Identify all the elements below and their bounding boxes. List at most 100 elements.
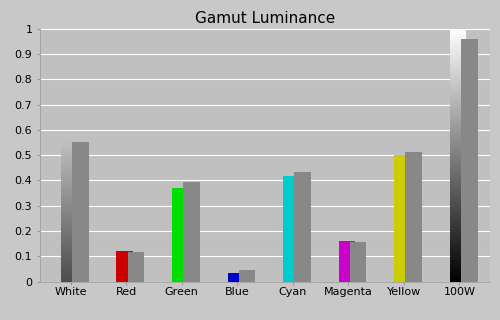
Bar — [450, 275, 466, 276]
Bar — [450, 64, 466, 66]
Bar — [450, 178, 466, 179]
Bar — [61, 189, 78, 191]
Bar — [450, 48, 466, 49]
Bar — [338, 241, 355, 282]
Bar — [450, 29, 466, 30]
Bar — [450, 45, 466, 46]
Bar — [450, 86, 466, 87]
Bar — [450, 144, 466, 145]
Bar — [450, 220, 466, 221]
Bar — [61, 217, 78, 219]
Bar — [450, 136, 466, 138]
Bar — [61, 178, 78, 180]
Bar — [61, 240, 78, 241]
Bar — [450, 199, 466, 201]
Bar — [61, 142, 78, 143]
Bar — [450, 274, 466, 275]
Bar — [450, 217, 466, 218]
Bar — [61, 241, 78, 243]
Bar — [450, 43, 466, 44]
Bar — [450, 173, 466, 174]
Bar — [450, 138, 466, 139]
Bar — [61, 152, 78, 153]
Bar — [450, 110, 466, 111]
Bar — [61, 180, 78, 181]
Bar — [450, 76, 466, 77]
Bar — [61, 160, 78, 161]
Bar — [61, 213, 78, 214]
Bar — [183, 182, 200, 282]
Bar — [450, 227, 466, 228]
Bar — [450, 87, 466, 88]
Bar — [450, 81, 466, 82]
Bar — [61, 216, 78, 217]
Bar — [450, 40, 466, 42]
Bar — [61, 255, 78, 256]
Bar — [450, 156, 466, 158]
Bar — [61, 236, 78, 237]
Bar — [450, 79, 466, 81]
Bar — [450, 72, 466, 73]
Bar — [450, 158, 466, 159]
Bar — [450, 94, 466, 96]
Bar — [61, 167, 78, 168]
Bar — [61, 199, 78, 201]
Bar — [61, 243, 78, 244]
Bar — [61, 270, 78, 272]
Bar — [450, 102, 466, 103]
Bar — [61, 194, 78, 195]
Bar — [61, 209, 78, 210]
Bar — [450, 165, 466, 167]
Bar — [450, 213, 466, 215]
Bar — [450, 42, 466, 43]
Bar — [450, 271, 466, 273]
Bar — [406, 152, 422, 282]
Bar — [450, 174, 466, 175]
Bar — [450, 241, 466, 243]
Bar — [61, 210, 78, 212]
Bar — [450, 108, 466, 110]
Bar — [61, 227, 78, 228]
Bar — [450, 139, 466, 140]
Bar — [61, 212, 78, 213]
Bar — [61, 238, 78, 240]
Bar — [61, 203, 78, 205]
Bar — [450, 188, 466, 189]
Bar — [61, 230, 78, 231]
Bar — [450, 198, 466, 199]
Bar — [450, 230, 466, 231]
Bar — [61, 181, 78, 182]
Bar — [61, 165, 78, 167]
Bar — [450, 126, 466, 127]
Bar — [61, 244, 78, 245]
Bar — [61, 273, 78, 275]
Bar — [61, 163, 78, 164]
Bar — [450, 268, 466, 269]
Bar — [450, 164, 466, 165]
Bar — [61, 254, 78, 255]
Bar — [61, 275, 78, 276]
Bar — [450, 244, 466, 245]
Title: Gamut Luminance: Gamut Luminance — [195, 11, 335, 26]
Bar — [450, 167, 466, 168]
Bar — [450, 111, 466, 112]
Bar — [61, 256, 78, 258]
Bar — [61, 277, 78, 279]
Bar — [238, 270, 256, 282]
Bar — [61, 182, 78, 184]
Bar — [61, 245, 78, 247]
Bar — [61, 263, 78, 265]
Bar — [450, 146, 466, 148]
Bar — [450, 267, 466, 268]
Bar — [283, 176, 300, 282]
Bar — [450, 223, 466, 225]
Bar — [61, 266, 78, 268]
Bar — [450, 179, 466, 180]
Bar — [61, 198, 78, 199]
Bar — [61, 146, 78, 148]
Bar — [450, 155, 466, 156]
Bar — [61, 259, 78, 260]
Bar — [450, 194, 466, 196]
Bar — [450, 264, 466, 265]
Bar — [450, 33, 466, 34]
